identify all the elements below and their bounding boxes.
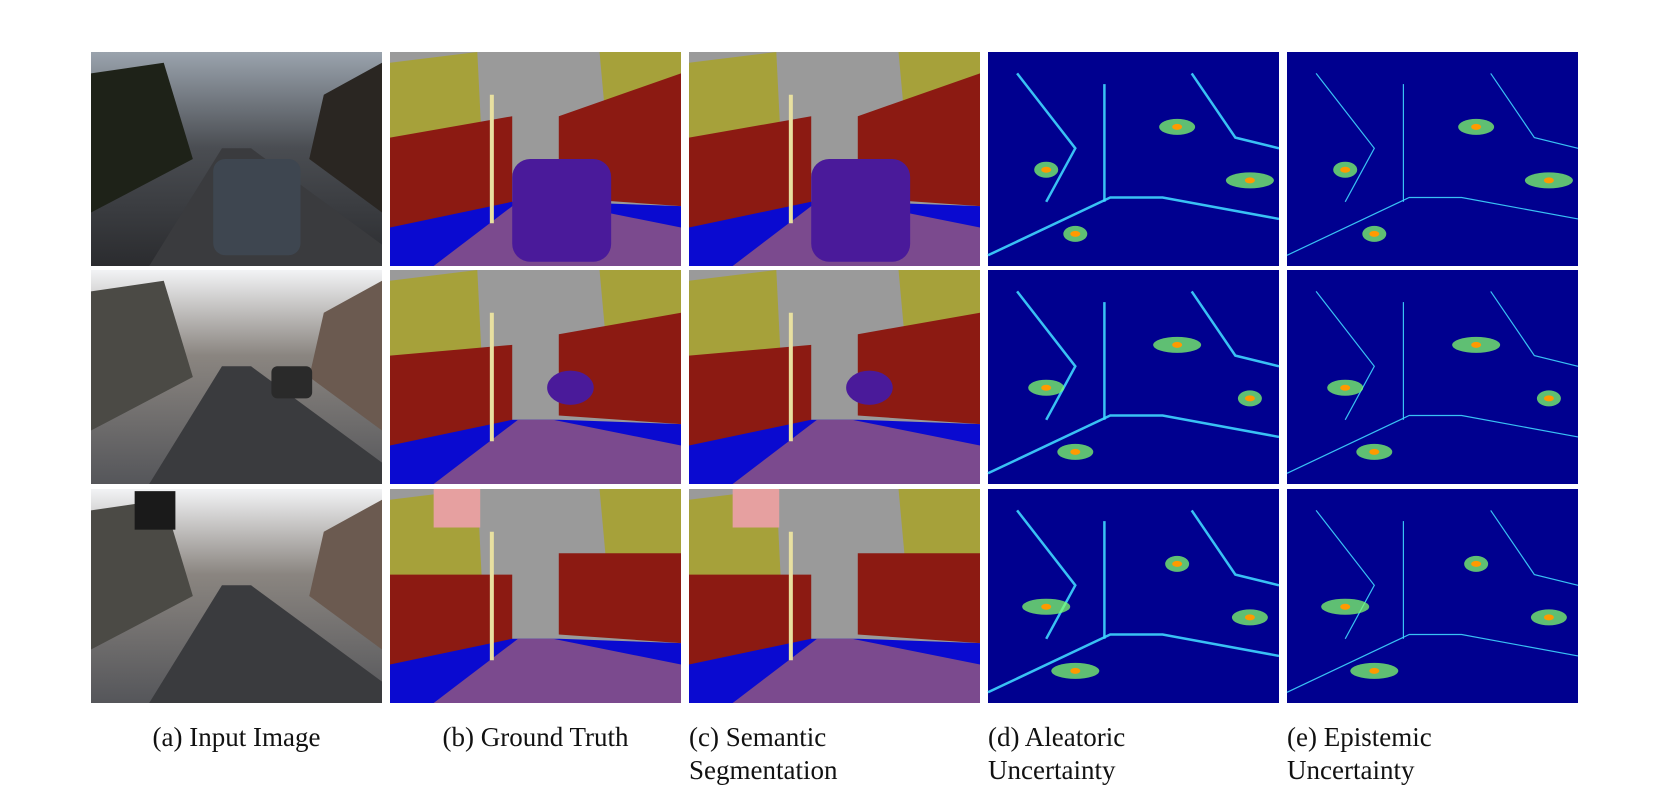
panel-image	[987, 489, 1280, 703]
buildings	[309, 280, 382, 431]
car	[271, 366, 313, 399]
background	[988, 270, 1279, 484]
hotspot	[1070, 667, 1081, 674]
car	[846, 370, 893, 405]
edge	[1490, 510, 1579, 586]
hotspot	[1471, 341, 1482, 348]
panel-caption: (e) Epistemic	[1287, 722, 1432, 752]
panel-image	[390, 489, 681, 703]
background	[1287, 52, 1578, 266]
hotspot	[1244, 395, 1255, 402]
hotspot	[1041, 603, 1052, 610]
edge	[1190, 72, 1280, 150]
panel-image	[1286, 270, 1579, 484]
hotspot	[1340, 384, 1351, 391]
edge	[987, 414, 1280, 475]
panel-image	[1286, 489, 1579, 703]
sign	[433, 489, 481, 528]
panel-image	[91, 489, 382, 703]
hotspot	[1543, 177, 1554, 184]
panel-image	[689, 270, 980, 484]
road	[433, 638, 681, 703]
road	[732, 638, 980, 703]
hotspot	[1471, 123, 1482, 130]
panel-image	[689, 489, 980, 703]
background	[988, 489, 1279, 703]
car	[811, 159, 911, 262]
trees	[91, 499, 193, 650]
panel-caption: (c) Semantic	[689, 722, 826, 752]
edge	[1016, 290, 1077, 421]
panel-caption: (d) Aleatoric	[988, 722, 1125, 752]
edge	[1490, 291, 1579, 367]
panel-caption: (b) Ground Truth	[442, 722, 629, 752]
hotspot	[1543, 395, 1554, 402]
car	[213, 159, 301, 256]
edge	[1286, 414, 1579, 474]
trees	[91, 280, 193, 431]
building	[857, 553, 980, 644]
car	[547, 370, 594, 405]
hotspot	[1369, 667, 1380, 674]
hotspot	[1471, 560, 1482, 567]
buildings	[309, 499, 382, 650]
sign	[732, 489, 780, 528]
panel-image	[1286, 52, 1579, 266]
hotspot	[1244, 177, 1255, 184]
hotspot	[1340, 603, 1351, 610]
background	[988, 52, 1279, 266]
edge	[1016, 509, 1077, 640]
hotspot	[1070, 448, 1081, 455]
panel-image	[91, 52, 382, 266]
panel-caption: Uncertainty	[1287, 755, 1415, 785]
edge	[1286, 633, 1579, 693]
road	[149, 366, 382, 484]
panel-caption: (a) Input Image	[153, 722, 321, 752]
panel-caption: Uncertainty	[988, 755, 1116, 785]
edge	[1315, 73, 1376, 203]
hotspot	[1369, 230, 1380, 237]
edge	[1190, 290, 1280, 368]
edge	[1315, 510, 1376, 640]
panel-image	[91, 270, 382, 484]
hotspot	[1070, 230, 1081, 237]
panel-image	[987, 52, 1280, 266]
background	[1287, 489, 1578, 703]
hotspot	[1244, 614, 1255, 621]
panel-image	[390, 270, 681, 484]
hotspot	[1543, 614, 1554, 621]
edge	[987, 633, 1280, 694]
edge	[1016, 72, 1077, 203]
hotspot	[1172, 560, 1183, 567]
road	[149, 585, 382, 703]
panel-image	[987, 270, 1280, 484]
trees	[91, 62, 193, 213]
edge	[1286, 196, 1579, 256]
hotspot	[1369, 448, 1380, 455]
edge	[1490, 73, 1579, 149]
building	[558, 553, 681, 644]
edge	[1190, 509, 1280, 587]
panel-caption: Segmentation	[689, 755, 838, 785]
hotspot	[1041, 384, 1052, 391]
edge	[1315, 291, 1376, 421]
background	[1287, 270, 1578, 484]
panel-image	[390, 52, 681, 266]
hotspot	[1172, 123, 1183, 130]
buildings	[309, 62, 382, 213]
hotspot	[1172, 341, 1183, 348]
car	[512, 159, 612, 262]
road	[433, 419, 681, 484]
hotspot	[1041, 166, 1052, 173]
hotspot	[1340, 166, 1351, 173]
signal	[134, 491, 176, 530]
road	[732, 419, 980, 484]
panel-image	[689, 52, 980, 266]
edge	[987, 196, 1280, 257]
